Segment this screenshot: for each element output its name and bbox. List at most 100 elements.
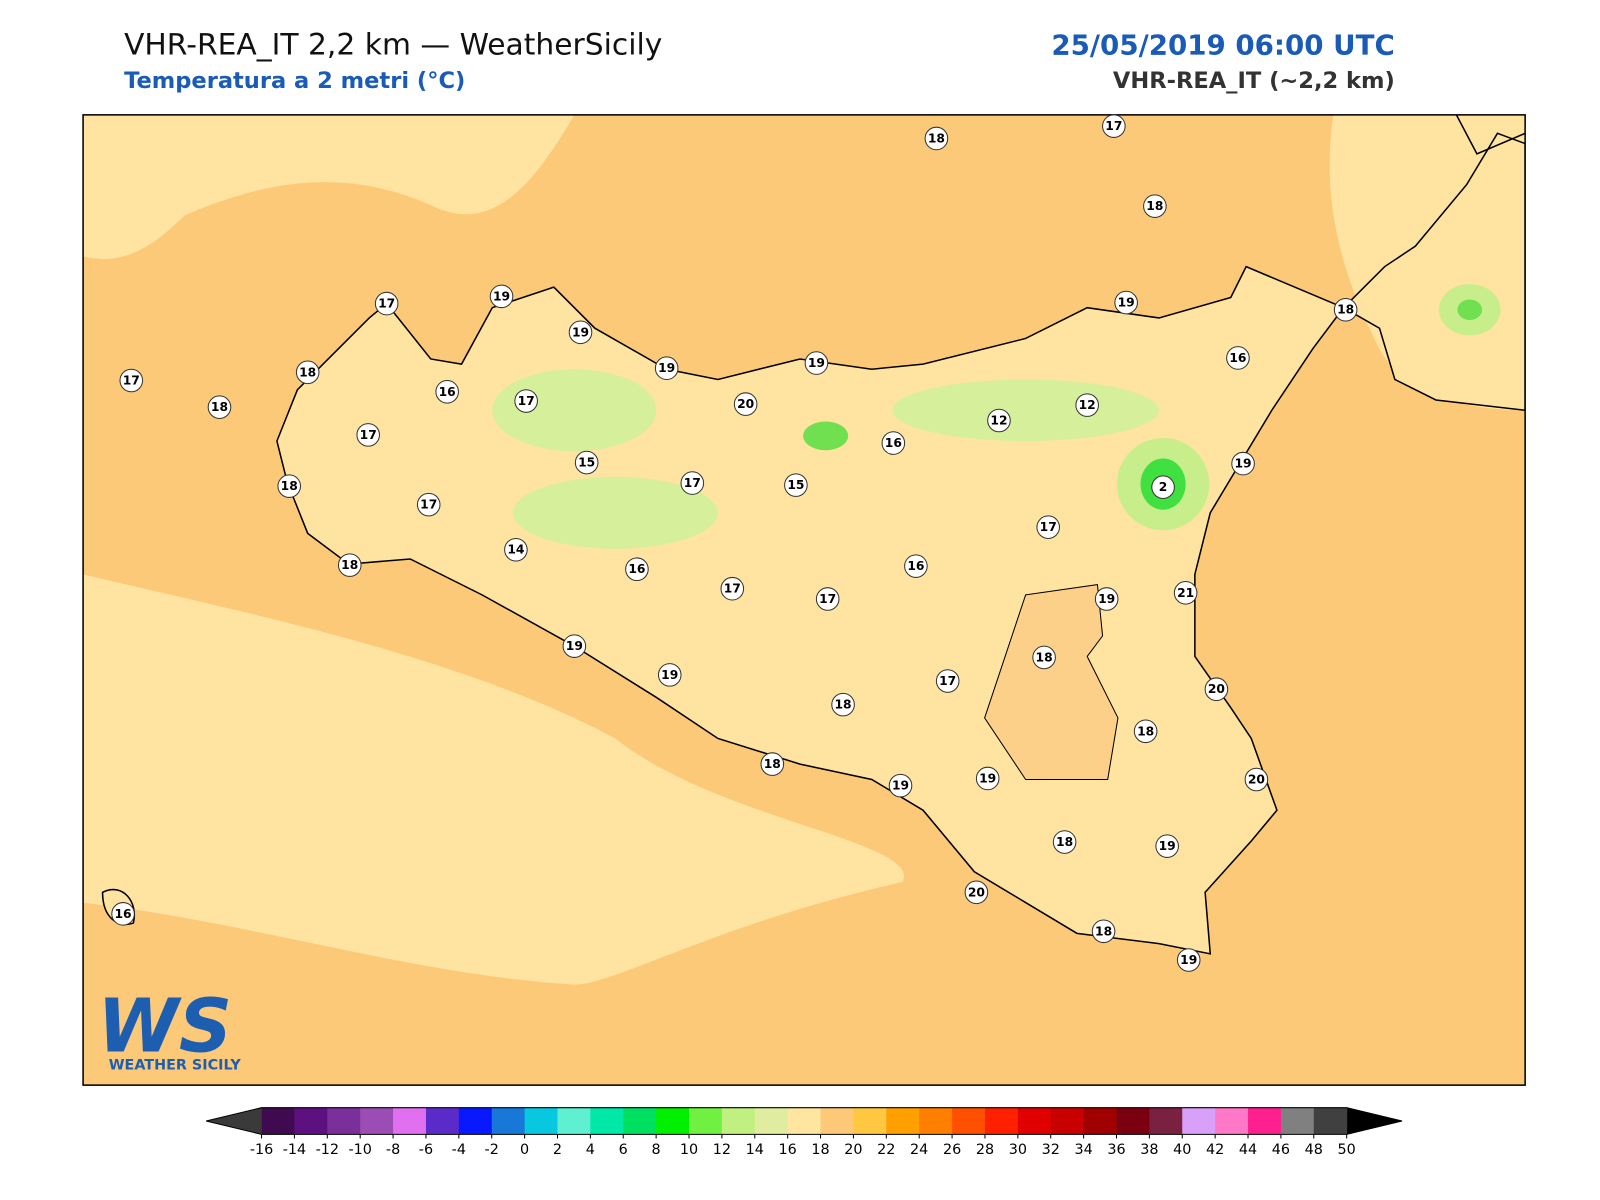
- station: 16: [881, 431, 906, 455]
- station-marker: [1204, 677, 1229, 702]
- colorbar-tick-label: 36: [1107, 1142, 1125, 1158]
- colorbar-bin: [557, 1107, 591, 1135]
- colorbar-bin: [787, 1107, 822, 1135]
- station-marker: [337, 553, 362, 577]
- station-value: 19: [1118, 296, 1135, 310]
- colorbar-bin: [458, 1107, 493, 1135]
- colorbar-bin: [1215, 1107, 1249, 1135]
- station-marker: [489, 284, 514, 309]
- colorbar-tick-label: 34: [1074, 1142, 1092, 1158]
- station-value: 19: [1180, 953, 1197, 967]
- station: 20: [964, 880, 989, 905]
- station-marker: [1091, 919, 1116, 944]
- station-marker: [1094, 587, 1119, 611]
- station: 20: [733, 392, 758, 416]
- station-marker: [680, 471, 705, 495]
- station-value: 19: [661, 668, 678, 682]
- station-marker: [975, 766, 1000, 791]
- colorbar-bin: [1182, 1107, 1216, 1135]
- colorbar-bin: [1116, 1107, 1150, 1135]
- station: 19: [1155, 834, 1179, 858]
- colorbar-bin: [1050, 1107, 1085, 1135]
- station-value: 16: [115, 907, 132, 921]
- station: 16: [1226, 346, 1250, 370]
- colorbar-bin: [1248, 1107, 1282, 1135]
- station-value: 19: [566, 639, 583, 653]
- station: 18: [831, 692, 855, 717]
- station: 17: [1036, 515, 1060, 539]
- station-marker: [935, 669, 960, 693]
- colorbar-tick-label: 26: [943, 1142, 961, 1158]
- colorbar-bin: [853, 1107, 887, 1135]
- station: 17: [815, 587, 840, 611]
- station-value: 16: [1229, 351, 1246, 365]
- station: 19: [1094, 587, 1119, 611]
- colorbar-tick-label: 6: [619, 1142, 628, 1158]
- station-marker: [514, 389, 538, 413]
- colorbar-bin: [820, 1107, 854, 1135]
- colorbar-tick-label: -4: [452, 1142, 466, 1158]
- colorbar-tick-label: 40: [1173, 1142, 1191, 1158]
- station-value: 17: [684, 476, 701, 490]
- station: 15: [574, 450, 599, 475]
- colorbar-bin: [656, 1107, 690, 1135]
- station-marker: [924, 126, 949, 151]
- station: 19: [489, 284, 514, 309]
- cold-spot: [1457, 299, 1483, 320]
- colorbar-tick-label: 20: [844, 1142, 862, 1158]
- station-marker: [207, 395, 232, 419]
- station-marker: [568, 320, 593, 345]
- station-marker: [888, 773, 913, 798]
- station-marker: [760, 752, 785, 776]
- colorbar-tick-label: -14: [283, 1142, 306, 1158]
- station: 18: [1133, 719, 1158, 744]
- colorbar-tick-label: -2: [485, 1142, 499, 1158]
- colorbar-bin: [1083, 1107, 1118, 1135]
- station-value: 18: [341, 558, 358, 572]
- colorbar-tick-label: 24: [910, 1142, 928, 1158]
- colorbar-bin: [952, 1107, 986, 1135]
- station-marker: [1133, 719, 1158, 744]
- station-value: 15: [787, 478, 804, 492]
- station: 15: [784, 473, 808, 497]
- station-value: 12: [990, 414, 1007, 428]
- station-value: 16: [907, 559, 924, 573]
- station-marker: [1231, 451, 1255, 476]
- station: 19: [657, 663, 682, 687]
- station-marker: [1032, 645, 1056, 670]
- station-marker: [1173, 581, 1198, 605]
- colorbar-tick-label: 16: [779, 1142, 797, 1158]
- station: 12: [987, 408, 1011, 433]
- station: 19: [1231, 451, 1255, 476]
- title: VHR-REA_IT 2,2 km — WeatherSicily: [124, 27, 662, 62]
- colorbar-tick-label: 42: [1206, 1142, 1224, 1158]
- model: VHR-REA_IT (~2,2 km): [1113, 68, 1395, 94]
- station-value: 19: [493, 289, 510, 303]
- station: 18: [1143, 194, 1167, 218]
- colorbar-tick-label: -6: [419, 1142, 433, 1158]
- station-marker: [374, 291, 399, 316]
- station-marker: [1151, 475, 1175, 499]
- stations: 18 17 18 17 19 19 19 19 19 18 16 17 18 16 18 17 20 17 12 12…: [111, 114, 1358, 972]
- colorbar-under: [206, 1107, 262, 1135]
- station: 19: [568, 320, 593, 345]
- station-value: 2: [1159, 480, 1168, 494]
- station-marker: [1226, 346, 1250, 370]
- station-marker: [504, 537, 528, 562]
- colorbar-tick-label: -10: [348, 1142, 371, 1158]
- colorbar-tick-label: 30: [1009, 1142, 1027, 1158]
- colorbar-bin: [919, 1107, 953, 1135]
- colorbar-tick-label: 2: [553, 1142, 562, 1158]
- colorbar-bin: [327, 1107, 361, 1135]
- station-marker: [987, 408, 1011, 433]
- colorbar-bin: [689, 1107, 723, 1135]
- colorbar-tick-label: 10: [680, 1142, 698, 1158]
- station: 17: [356, 423, 380, 447]
- station-value: 19: [1098, 592, 1115, 606]
- station-marker: [804, 351, 829, 375]
- station-value: 18: [299, 365, 316, 379]
- cool-patch: [892, 379, 1159, 442]
- colorbar-bin: [393, 1107, 427, 1135]
- station: 17: [416, 492, 441, 517]
- province: [984, 584, 1119, 780]
